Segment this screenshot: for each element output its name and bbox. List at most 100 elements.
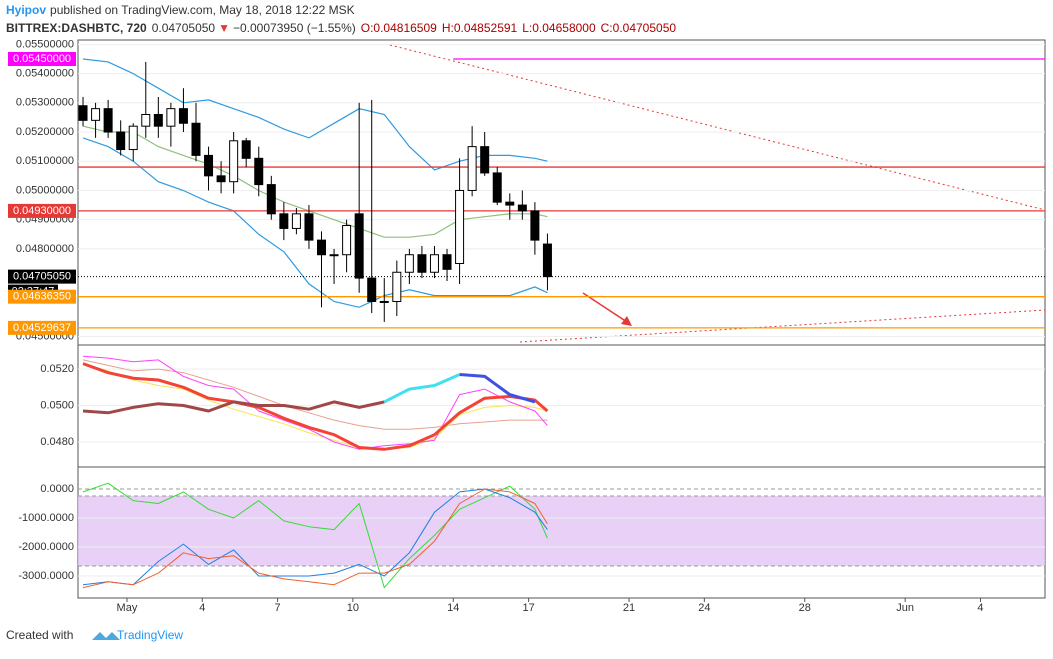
indicator-line	[82, 125, 548, 238]
price-badge-label: 0.04930000	[13, 205, 71, 217]
candle-body	[116, 131, 126, 151]
x-tick-label: Jun	[896, 602, 914, 614]
candle-body	[204, 154, 214, 177]
y-tick-label: 0.04800000	[16, 243, 74, 255]
arrow	[582, 292, 631, 325]
symbol: BITTREX:DASHBTC, 720	[6, 21, 147, 35]
indicator-line	[82, 362, 549, 451]
candle-body	[354, 213, 364, 279]
candle-body	[128, 125, 138, 151]
close: C:0.04705050	[601, 21, 677, 35]
x-tick-label: 10	[347, 602, 359, 614]
indicator-line	[82, 355, 548, 450]
y-tick-label: 0.0520	[40, 363, 74, 375]
candle-body	[492, 172, 502, 203]
y-tick-label: -1000.0000	[18, 512, 74, 524]
candle-body	[266, 184, 276, 215]
price-badge	[8, 320, 76, 335]
candle-body	[317, 239, 327, 256]
candle-body	[103, 108, 113, 133]
header-line-2: BITTREX:DASHBTC, 720 0.04705050 ▼ −0.000739…	[6, 21, 676, 35]
candle-body	[467, 146, 477, 191]
arrow-head	[621, 316, 632, 326]
candle-body	[166, 108, 176, 127]
indicator-line	[82, 359, 548, 430]
candle-body	[291, 213, 301, 229]
candle-body	[304, 213, 314, 241]
y-tick-label: 0.05200000	[16, 126, 74, 138]
candle-body	[455, 189, 465, 264]
indicator-line	[82, 363, 548, 450]
candle-body	[505, 201, 515, 206]
candle-body	[216, 175, 226, 183]
indicator-line	[82, 488, 548, 589]
candle-body	[141, 113, 151, 127]
published: published on TradingView.com, May 18, 20…	[50, 3, 355, 17]
x-tick-label: 17	[522, 602, 534, 614]
high: H:0.04852591	[442, 21, 518, 35]
indicator-line	[459, 373, 536, 404]
x-tick-label: 4	[199, 602, 205, 614]
price-badge-label: 0.04636350	[13, 291, 71, 303]
x-tick-label: 4	[977, 602, 983, 614]
frame	[77, 39, 1046, 599]
change: −0.00073950 (−1.55%)	[233, 21, 356, 35]
logo	[92, 632, 120, 640]
candle-body	[342, 225, 352, 256]
indicator-line	[383, 373, 461, 404]
candle-body	[379, 300, 389, 303]
price-badge	[8, 203, 76, 218]
x-tick-label: 14	[447, 602, 459, 614]
candle-body	[191, 122, 201, 156]
x-tick-label: 21	[623, 602, 635, 614]
candle-body	[178, 108, 188, 124]
y-tick-label: 0.05300000	[16, 97, 74, 109]
y-tick-label: -2000.0000	[18, 541, 74, 553]
candle-body	[254, 157, 264, 186]
candle-body	[404, 254, 414, 273]
candle-body	[429, 254, 439, 273]
candle-body	[329, 254, 339, 257]
plot: 0.05500000 0.05400000 0.05300000 0.05200000…	[8, 38, 1045, 614]
band	[78, 495, 1045, 566]
candle-body	[392, 271, 402, 302]
price-badge-label: 0.05450000	[13, 53, 71, 65]
candle-body	[279, 213, 289, 229]
price-badge-label: 0.04705050	[13, 271, 71, 283]
x-tick-label: 24	[698, 602, 710, 614]
candle-body	[480, 146, 490, 174]
indicator-line	[82, 488, 548, 586]
last: 0.04705050	[152, 21, 216, 35]
y-tick-label: 0.05100000	[16, 155, 74, 167]
candle-body	[367, 277, 377, 302]
candle-body	[442, 254, 452, 270]
author[interactable]: Hyipov	[6, 3, 46, 17]
brand[interactable]: TradingView	[117, 628, 183, 642]
candle-body	[91, 108, 101, 121]
x-tick-label: 28	[799, 602, 811, 614]
price-badge	[8, 269, 76, 284]
candle-body	[78, 105, 88, 121]
y-tick-label: 0.0000	[40, 483, 74, 495]
created: Created with	[6, 628, 73, 642]
x-tick-label: 7	[275, 602, 281, 614]
candle-body	[417, 254, 427, 273]
candle-body	[542, 243, 552, 278]
candle-body	[153, 113, 163, 127]
low: L:0.04658000	[522, 21, 596, 35]
y-tick-label: 0.05500000	[16, 38, 74, 50]
candle-body	[517, 204, 527, 212]
down-arrow: ▼	[218, 21, 230, 35]
y-tick-label: 0.05000000	[16, 184, 74, 196]
price-badge	[8, 51, 76, 66]
candle-body	[530, 210, 540, 241]
header-line-1: Hyipov published on TradingView.com, May …	[6, 3, 355, 17]
indicator-line	[82, 482, 548, 589]
y-tick-label: 0.05400000	[16, 68, 74, 80]
x-tick-label: May	[117, 602, 138, 614]
indicator-line	[82, 400, 385, 415]
candle-body	[241, 140, 251, 159]
candle-body	[229, 140, 239, 183]
price-badge-label: 0.04529637	[13, 322, 71, 334]
